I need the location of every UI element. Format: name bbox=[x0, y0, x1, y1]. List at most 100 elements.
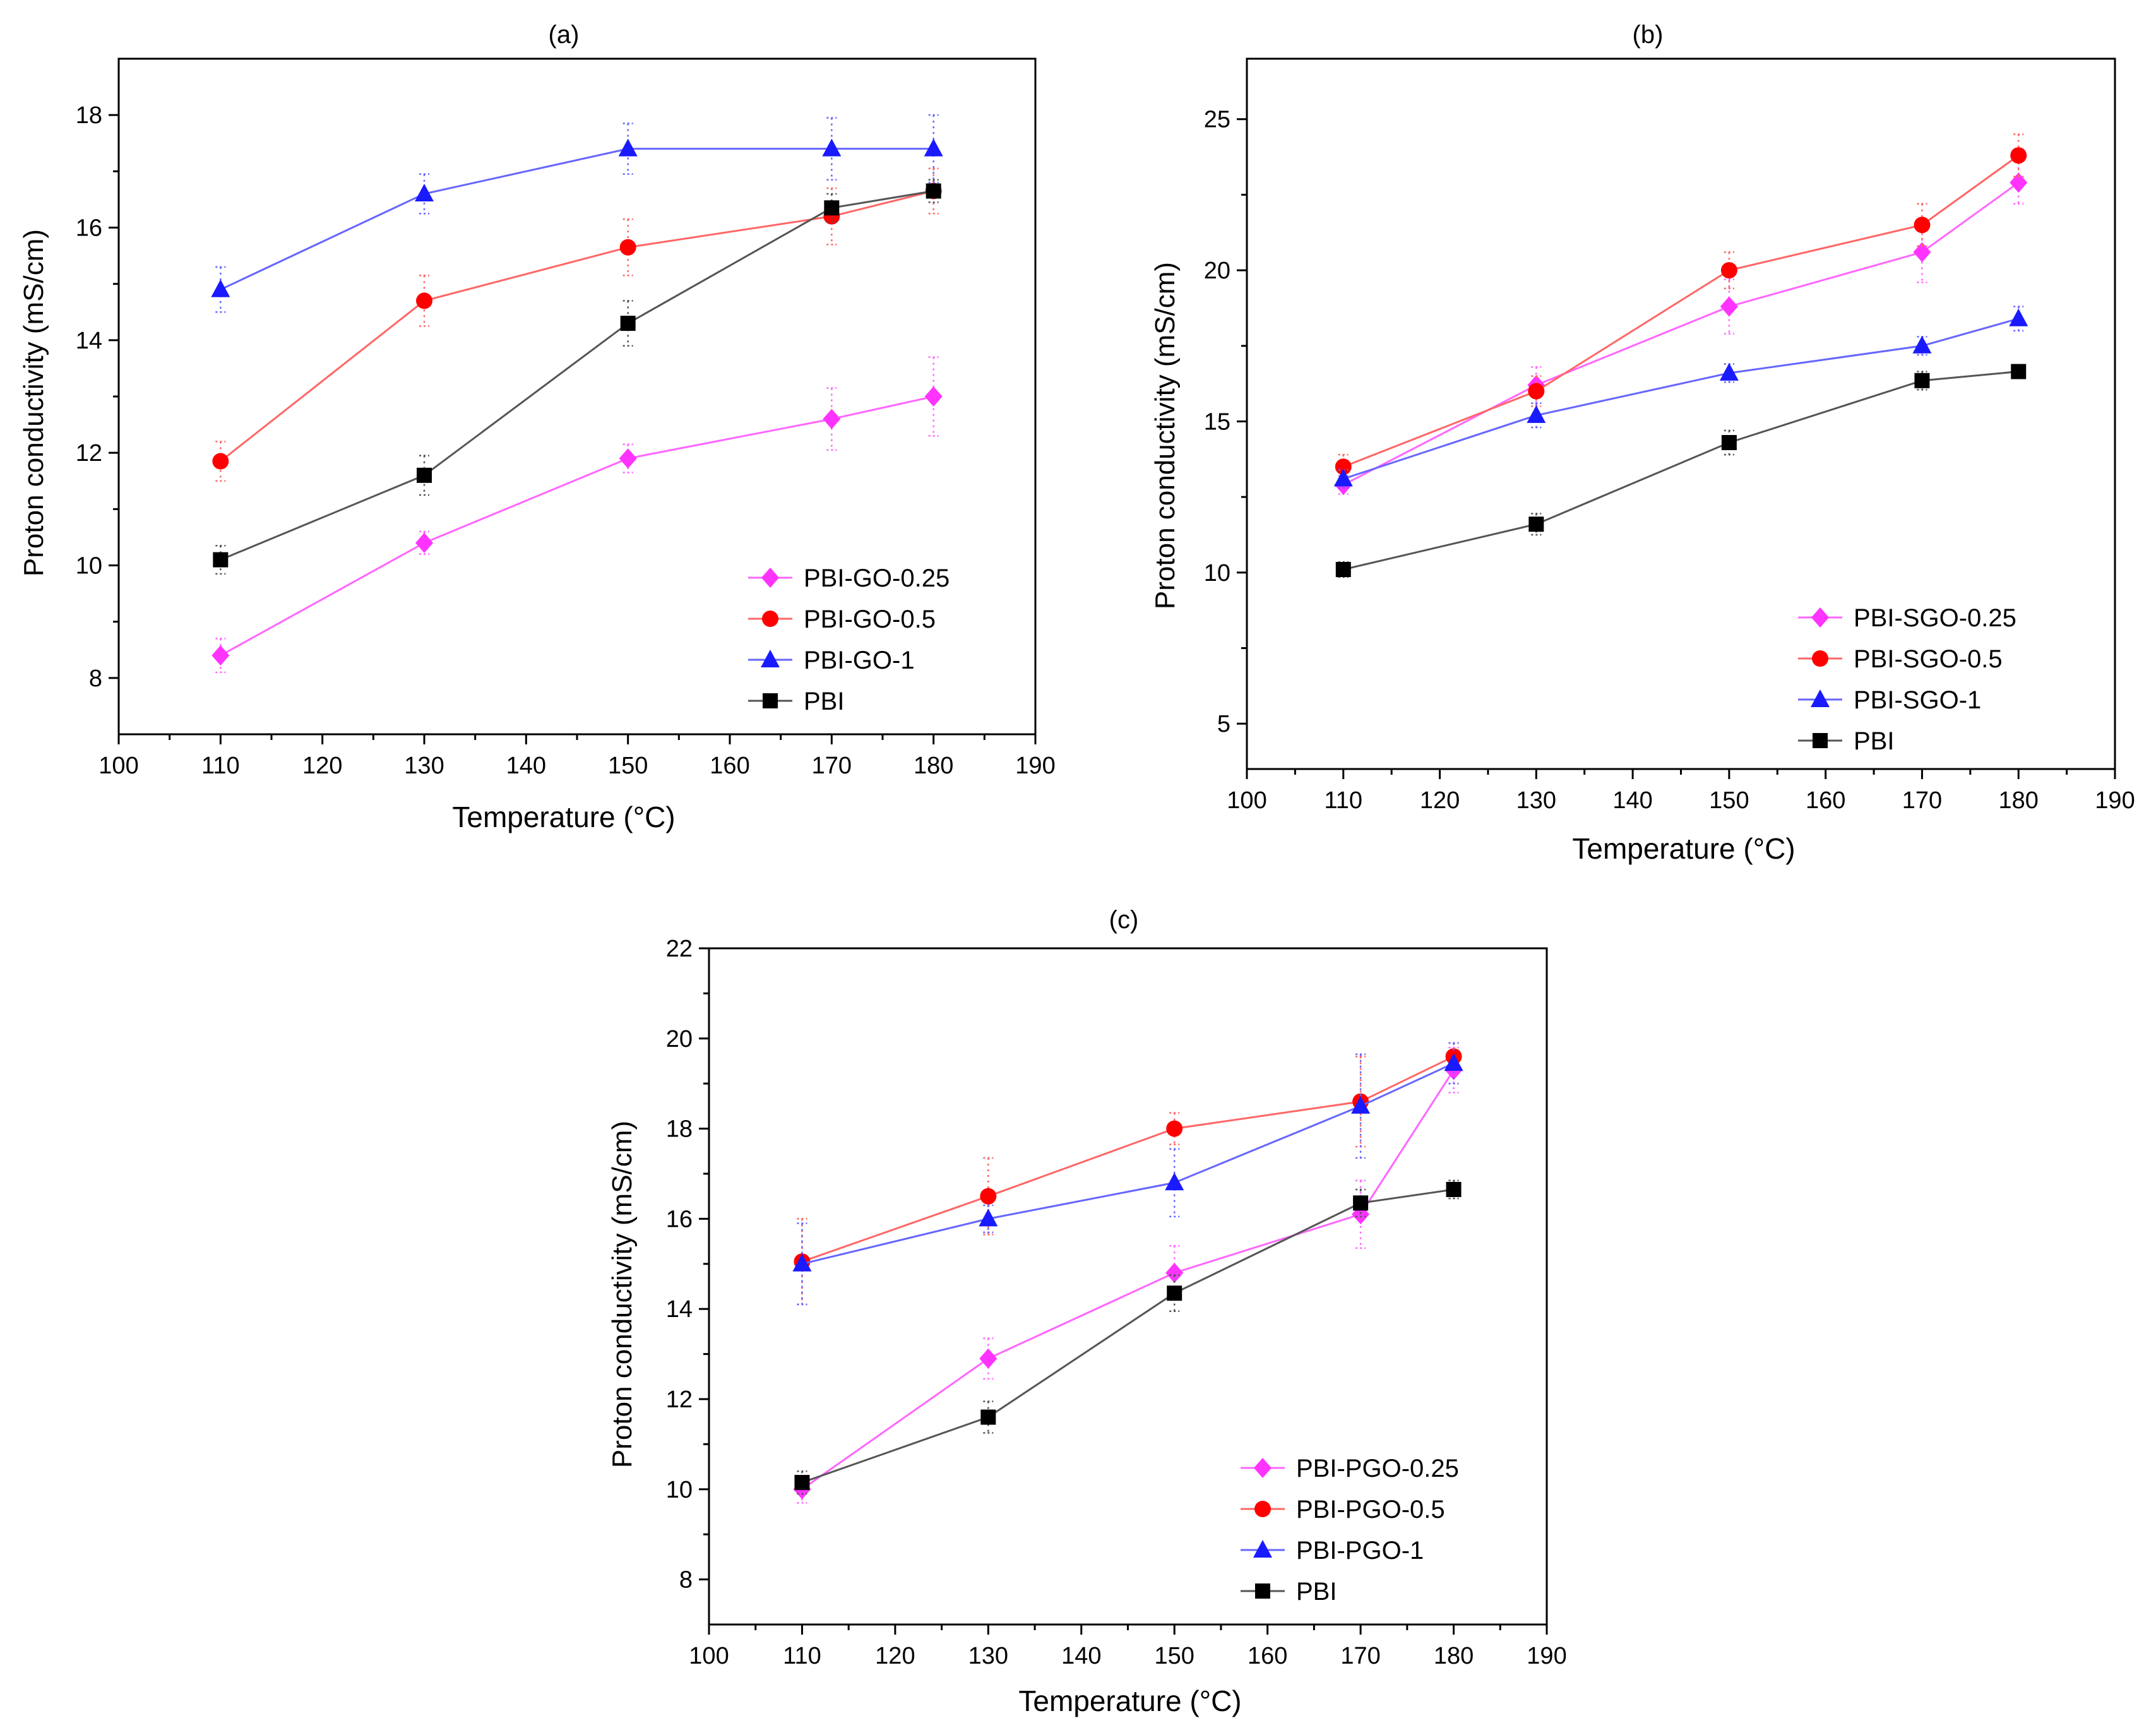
data-point bbox=[1335, 562, 1351, 578]
series-3 bbox=[1335, 364, 2027, 578]
data-point bbox=[924, 386, 943, 407]
x-tick-label: 100 bbox=[1227, 787, 1266, 814]
panel-a-label: (a) bbox=[549, 21, 580, 49]
data-point bbox=[1528, 383, 1545, 400]
data-point bbox=[2010, 147, 2027, 164]
data-point bbox=[792, 1253, 812, 1272]
legend-label: PBI bbox=[1296, 1578, 1337, 1606]
legend-label: PBI-PGO-0.5 bbox=[1296, 1496, 1445, 1523]
data-point bbox=[926, 183, 941, 199]
x-tick-label: 140 bbox=[1612, 787, 1652, 814]
legend-entry: PBI-PGO-1 bbox=[1241, 1537, 1424, 1565]
data-point bbox=[1721, 434, 1737, 450]
x-tick-label: 140 bbox=[1061, 1643, 1101, 1669]
panel-b-xlabel: Temperature (°C) bbox=[1572, 832, 1795, 865]
data-point bbox=[1912, 335, 1932, 354]
legend-marker bbox=[1253, 1540, 1272, 1558]
series-line bbox=[801, 1069, 1455, 1491]
x-tick-label: 150 bbox=[1709, 787, 1749, 814]
legend-label: PBI-PGO-1 bbox=[1296, 1537, 1424, 1565]
legend-label: PBI-GO-1 bbox=[804, 647, 915, 674]
y-tick-label: 12 bbox=[76, 440, 102, 467]
legend-label: PBI-SGO-1 bbox=[1854, 686, 1981, 714]
x-tick-label: 150 bbox=[608, 753, 648, 779]
legend-label: PBI-GO-0.25 bbox=[804, 564, 950, 592]
y-tick-label: 10 bbox=[1204, 560, 1230, 587]
x-tick-label: 190 bbox=[1527, 1643, 1566, 1669]
panel-b-plot: 100 110 120 130 140 150 160 170 180 190 5 10 15 20 25 P… bbox=[1204, 57, 2135, 814]
legend-marker bbox=[1811, 689, 1830, 707]
panel-c-ylabel: Proton conductivity (mS/cm) bbox=[607, 1121, 638, 1468]
y-tick-label: 15 bbox=[1204, 408, 1230, 435]
x-tick-label: 180 bbox=[1434, 1643, 1474, 1669]
x-tick-label: 120 bbox=[302, 753, 342, 779]
legend-label: PBI-PGO-0.25 bbox=[1296, 1455, 1459, 1482]
y-tick-label: 16 bbox=[76, 215, 102, 242]
data-point bbox=[924, 138, 943, 157]
data-point bbox=[2009, 308, 2028, 326]
legend-marker bbox=[1813, 733, 1828, 748]
data-point bbox=[619, 448, 637, 469]
panel-a-xlabel: Temperature (°C) bbox=[452, 801, 675, 833]
data-point bbox=[980, 1409, 996, 1425]
data-point bbox=[1720, 262, 1737, 279]
y-tick-label: 12 bbox=[666, 1386, 693, 1413]
legend-marker bbox=[1254, 1501, 1271, 1517]
data-point bbox=[1167, 1285, 1182, 1301]
legend-entry: PBI-GO-1 bbox=[748, 647, 915, 674]
data-point bbox=[823, 408, 841, 429]
x-tick-label: 120 bbox=[875, 1643, 915, 1669]
panel-b-ylabel: Proton conductivity (mS/cm) bbox=[1150, 262, 1181, 609]
panel-b-label: (b) bbox=[1633, 21, 1664, 49]
x-tick-label: 140 bbox=[506, 753, 546, 779]
panel-a: (a) Temperature (°C) Proton conductivity… bbox=[18, 21, 1056, 833]
x-tick-label: 130 bbox=[1516, 787, 1556, 814]
data-point bbox=[979, 1208, 998, 1227]
series-1 bbox=[794, 1042, 1462, 1306]
x-tick-label: 190 bbox=[2095, 787, 2135, 814]
y-tick-label: 5 bbox=[1217, 711, 1230, 737]
x-tick-label: 170 bbox=[1340, 1643, 1380, 1669]
panel-a-plot: 100 110 120 130 140 150 160 170 180 190 8 10 12 14 16 1… bbox=[76, 57, 1056, 779]
series-3 bbox=[794, 1179, 1462, 1495]
legend-label: PBI bbox=[1854, 727, 1894, 755]
x-tick-label: 160 bbox=[1806, 787, 1845, 814]
panel-c-plot: 100 110 120 130 140 150 160 170 180 190 8 10 12 14 16 1… bbox=[666, 936, 1567, 1669]
y-tick-label: 14 bbox=[76, 328, 102, 354]
series-line bbox=[220, 190, 934, 561]
x-tick-label: 170 bbox=[812, 753, 852, 779]
data-point bbox=[1914, 217, 1931, 234]
series-line bbox=[801, 1056, 1455, 1263]
series-0 bbox=[793, 1046, 1463, 1504]
data-point bbox=[1165, 1172, 1184, 1191]
legend-label: PBI-GO-0.5 bbox=[804, 605, 936, 633]
data-point bbox=[619, 239, 636, 256]
x-tick-label: 150 bbox=[1155, 1643, 1194, 1669]
data-point bbox=[1446, 1181, 1462, 1197]
series-0 bbox=[211, 356, 943, 674]
series-line bbox=[1343, 318, 2019, 480]
data-point bbox=[416, 292, 432, 309]
y-tick-label: 14 bbox=[666, 1296, 693, 1323]
legend-label: PBI-SGO-0.5 bbox=[1854, 645, 2003, 673]
data-point bbox=[1353, 1195, 1369, 1211]
data-point bbox=[1720, 296, 1738, 317]
data-point bbox=[618, 138, 638, 157]
x-tick-label: 160 bbox=[710, 753, 749, 779]
x-tick-label: 180 bbox=[914, 753, 953, 779]
data-point bbox=[1351, 1095, 1371, 1114]
data-point bbox=[1527, 405, 1546, 423]
series-2 bbox=[1333, 306, 2028, 489]
data-point bbox=[1914, 373, 1930, 388]
x-tick-label: 120 bbox=[1420, 787, 1460, 814]
x-tick-label: 110 bbox=[783, 1643, 821, 1669]
data-point bbox=[824, 200, 840, 216]
series-line bbox=[801, 1188, 1454, 1484]
x-tick-label: 190 bbox=[1015, 753, 1055, 779]
data-point bbox=[417, 467, 432, 483]
legend-entry: PBI-GO-0.5 bbox=[748, 605, 936, 633]
series-0 bbox=[1334, 160, 2028, 495]
series-2 bbox=[792, 1042, 1463, 1306]
panel-c: (c) Temperature (°C) Proton conductivity… bbox=[607, 906, 1567, 1717]
